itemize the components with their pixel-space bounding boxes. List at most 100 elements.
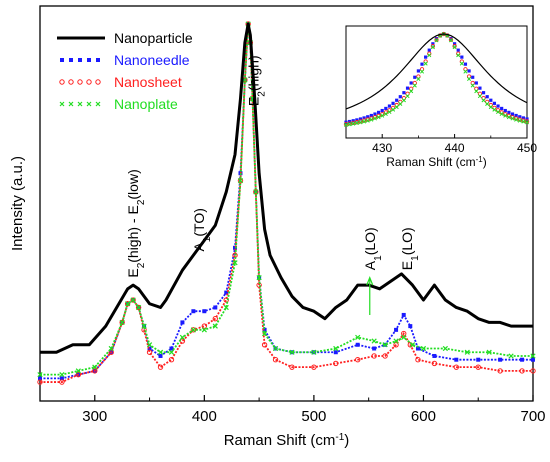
data-point bbox=[256, 275, 262, 281]
inset-series-nanoparticle bbox=[345, 33, 528, 110]
data-point bbox=[311, 364, 317, 370]
inset-point bbox=[383, 111, 388, 117]
inset-point bbox=[430, 45, 435, 50]
inset-point bbox=[423, 61, 428, 66]
inset-point bbox=[507, 110, 511, 114]
inset-point bbox=[510, 116, 515, 121]
data-point bbox=[233, 245, 238, 250]
inset-point bbox=[434, 37, 439, 41]
data-point bbox=[530, 368, 536, 374]
legend-item-nanoneedle: Nanoneedle bbox=[60, 52, 190, 68]
x-axis-title: Raman Shift (cm-1) bbox=[224, 432, 350, 450]
data-point bbox=[409, 342, 416, 348]
annotation-0: E2(high) bbox=[246, 55, 268, 106]
inset-point bbox=[485, 101, 490, 106]
data-point bbox=[75, 371, 82, 378]
data-point bbox=[232, 260, 238, 266]
annotation-2: A1(TO) bbox=[191, 208, 213, 251]
inset-point bbox=[431, 42, 435, 46]
inset-point bbox=[391, 107, 396, 112]
inset-point bbox=[351, 121, 356, 126]
inset-point bbox=[463, 69, 468, 74]
inset-point bbox=[525, 117, 529, 121]
inset-point bbox=[387, 104, 392, 108]
data-point bbox=[146, 342, 153, 348]
inset-point bbox=[380, 113, 385, 118]
plot-area-border bbox=[39, 5, 534, 402]
data-point bbox=[431, 360, 438, 367]
data-point bbox=[464, 349, 470, 355]
data-point bbox=[59, 371, 65, 378]
legend-label: Nanoparticle bbox=[114, 30, 193, 46]
inset-point bbox=[405, 94, 410, 99]
inset-point bbox=[489, 98, 493, 102]
series-nanoparticle bbox=[40, 22, 533, 354]
inset-point bbox=[449, 37, 453, 41]
data-point bbox=[371, 353, 377, 359]
data-point bbox=[38, 376, 42, 381]
xtick-label: 600 bbox=[411, 408, 436, 425]
data-point bbox=[190, 327, 197, 333]
inset-point bbox=[358, 120, 363, 125]
data-point bbox=[453, 364, 460, 370]
inset-xtick-label: 440 bbox=[445, 141, 465, 155]
data-point bbox=[289, 349, 295, 355]
data-point bbox=[119, 319, 125, 326]
data-point bbox=[355, 342, 360, 347]
inset-point bbox=[405, 86, 410, 90]
xtick-label: 700 bbox=[520, 408, 545, 425]
inset-point bbox=[518, 115, 522, 119]
inset-point bbox=[521, 116, 525, 120]
data-point bbox=[355, 334, 361, 340]
data-point bbox=[519, 368, 525, 374]
data-point bbox=[59, 379, 65, 385]
data-point bbox=[393, 342, 399, 348]
data-point bbox=[212, 323, 218, 329]
inset-point bbox=[369, 113, 373, 118]
inset-point bbox=[448, 37, 454, 42]
xtick-label: 500 bbox=[301, 408, 326, 425]
inset-point bbox=[521, 119, 526, 124]
data-point bbox=[179, 334, 186, 340]
data-point bbox=[401, 334, 407, 340]
inset-point bbox=[506, 115, 511, 120]
inset-point bbox=[427, 48, 431, 52]
data-point bbox=[432, 353, 437, 358]
data-point bbox=[146, 349, 153, 355]
legend-swatch-mark bbox=[87, 58, 91, 62]
data-point bbox=[37, 379, 43, 385]
inset-point bbox=[524, 120, 530, 125]
legend-swatch-mark bbox=[77, 101, 83, 107]
inset-point bbox=[376, 110, 381, 114]
inset-point bbox=[496, 104, 500, 108]
inset-point bbox=[456, 53, 461, 58]
inset-point bbox=[466, 74, 472, 79]
xtick-label: 400 bbox=[192, 408, 217, 425]
data-point bbox=[201, 327, 207, 333]
series-line-nanoparticle bbox=[40, 22, 533, 354]
data-point bbox=[382, 342, 388, 348]
data-point bbox=[498, 357, 503, 362]
inset-point bbox=[391, 101, 395, 105]
inset-point bbox=[492, 101, 497, 105]
data-point bbox=[135, 304, 142, 311]
inset-point bbox=[398, 101, 403, 106]
legend-swatch-mark bbox=[96, 58, 100, 62]
inset-point bbox=[354, 121, 359, 126]
inset-point bbox=[495, 109, 501, 115]
inset-xtick-label: 430 bbox=[372, 141, 392, 155]
data-point bbox=[130, 297, 136, 303]
annotation-1: E2(high) - E2(low) bbox=[125, 169, 147, 277]
data-point bbox=[130, 297, 136, 303]
data-point bbox=[262, 327, 267, 332]
inset-point bbox=[394, 104, 399, 110]
inset-point bbox=[413, 75, 417, 79]
data-point bbox=[108, 345, 114, 352]
data-point bbox=[125, 301, 131, 307]
inset-point bbox=[365, 118, 370, 123]
inset-point bbox=[481, 91, 486, 95]
inset-point bbox=[492, 107, 497, 112]
inset-point bbox=[409, 89, 414, 94]
data-point bbox=[224, 290, 229, 295]
